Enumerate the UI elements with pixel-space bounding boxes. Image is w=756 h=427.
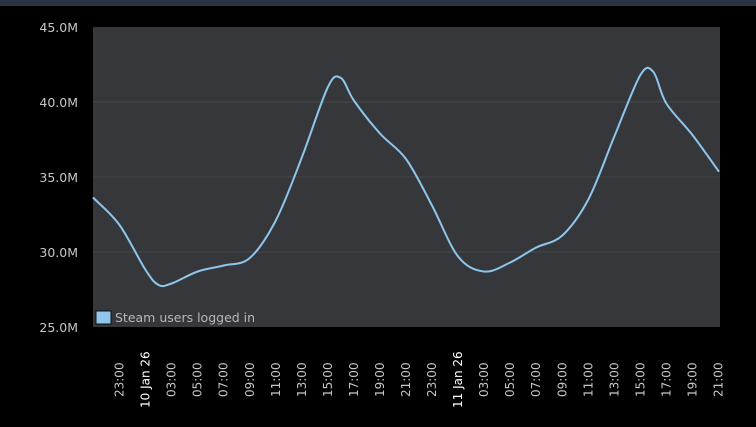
- x-tick-label: 07:00: [529, 362, 543, 397]
- x-tick-label: 17:00: [347, 362, 361, 397]
- x-tick-label: 19:00: [373, 362, 387, 397]
- x-axis: 23:00 10 Jan 26 03:00 05:00 07:00 09:00 11:00 1…: [113, 351, 726, 408]
- x-tick-label: 21:00: [712, 362, 726, 397]
- x-tick-label: 11:00: [269, 362, 283, 397]
- series-line-steam-users[interactable]: [92, 66, 720, 288]
- y-tick-label: 25.0M: [39, 320, 78, 335]
- x-tick-label: 21:00: [399, 362, 413, 397]
- gridlines: [93, 101, 720, 253]
- x-tick-label: 05:00: [191, 362, 205, 397]
- x-tick-label: 19:00: [685, 362, 699, 397]
- x-tick-label: 05:00: [503, 362, 517, 397]
- x-tick-label: 23:00: [425, 362, 439, 397]
- x-tick-label: 17:00: [659, 362, 673, 397]
- x-tick-label: 03:00: [165, 362, 179, 397]
- x-tick-label: 13:00: [607, 362, 621, 397]
- top-bar: [0, 0, 756, 6]
- y-tick-label: 35.0M: [39, 170, 78, 185]
- x-tick-label: 09:00: [243, 362, 257, 397]
- legend-label: Steam users logged in: [115, 310, 255, 325]
- x-date-label: 11 Jan 26: [451, 351, 465, 408]
- x-date-label: 10 Jan 26: [139, 351, 153, 408]
- x-tick-label: 13:00: [295, 362, 309, 397]
- y-tick-label: 30.0M: [39, 245, 78, 260]
- y-axis: 25.0M 30.0M 35.0M 40.0M 45.0M: [39, 20, 78, 335]
- x-tick-label: 07:00: [217, 362, 231, 397]
- x-tick-label: 03:00: [477, 362, 491, 397]
- x-tick-label: 23:00: [113, 362, 127, 397]
- x-tick-label: 09:00: [555, 362, 569, 397]
- x-tick-label: 11:00: [581, 362, 595, 397]
- legend-swatch: [95, 310, 112, 325]
- x-tick-label: 15:00: [633, 362, 647, 397]
- x-tick-label: 15:00: [321, 362, 335, 397]
- y-tick-label: 45.0M: [39, 20, 78, 35]
- y-tick-label: 40.0M: [39, 95, 78, 110]
- legend[interactable]: Steam users logged in: [95, 310, 255, 325]
